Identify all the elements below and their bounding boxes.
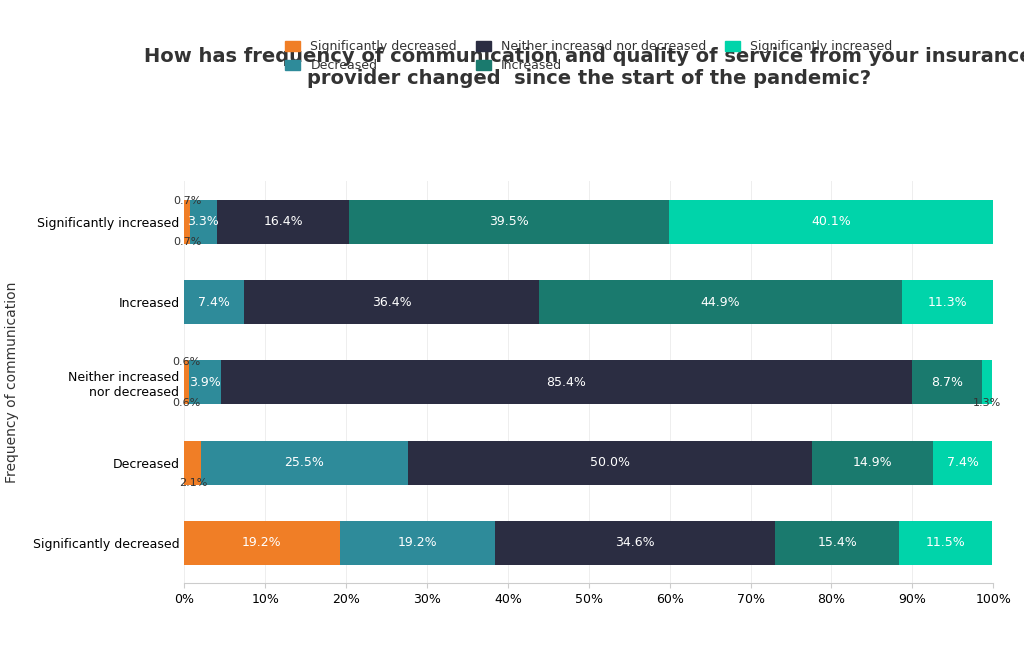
Bar xyxy=(189,360,221,404)
Bar xyxy=(899,521,992,565)
Text: 40.1%: 40.1% xyxy=(811,215,851,228)
Text: 0.7%: 0.7% xyxy=(173,196,202,207)
Bar xyxy=(190,200,217,244)
Text: 0.6%: 0.6% xyxy=(173,398,201,408)
Text: 7.4%: 7.4% xyxy=(199,295,230,308)
Text: 3.9%: 3.9% xyxy=(189,376,221,389)
Text: 11.3%: 11.3% xyxy=(928,295,968,308)
Bar xyxy=(495,521,775,565)
Bar xyxy=(202,441,408,485)
Text: 3.3%: 3.3% xyxy=(187,215,219,228)
Text: 15.4%: 15.4% xyxy=(817,537,857,550)
Bar xyxy=(340,521,495,565)
Text: 1.3%: 1.3% xyxy=(973,398,1001,408)
Legend: Significantly decreased, Decreased, Neither increased nor decreased, Increased, : Significantly decreased, Decreased, Neit… xyxy=(281,35,897,77)
Bar xyxy=(539,280,902,324)
Bar xyxy=(184,280,244,324)
Text: 34.6%: 34.6% xyxy=(615,537,654,550)
Text: 85.4%: 85.4% xyxy=(546,376,586,389)
Text: 50.0%: 50.0% xyxy=(590,456,630,469)
Text: 36.4%: 36.4% xyxy=(372,295,412,308)
Text: 19.2%: 19.2% xyxy=(397,537,437,550)
Bar xyxy=(184,200,190,244)
Text: 14.9%: 14.9% xyxy=(853,456,892,469)
Text: 19.2%: 19.2% xyxy=(242,537,282,550)
Bar xyxy=(184,441,202,485)
Bar xyxy=(669,200,993,244)
Text: 44.9%: 44.9% xyxy=(700,295,740,308)
Text: 0.6%: 0.6% xyxy=(173,357,201,367)
Text: 0.7%: 0.7% xyxy=(173,237,202,247)
Text: 25.5%: 25.5% xyxy=(285,456,325,469)
Text: 8.7%: 8.7% xyxy=(931,376,963,389)
Bar xyxy=(982,360,992,404)
Text: 11.5%: 11.5% xyxy=(926,537,966,550)
Text: 7.4%: 7.4% xyxy=(946,456,979,469)
Bar xyxy=(217,200,349,244)
Bar xyxy=(911,360,982,404)
Bar xyxy=(184,521,340,565)
Title: How has frequency of communication and quality of service from your insurance
pr: How has frequency of communication and q… xyxy=(144,47,1024,88)
Bar xyxy=(933,441,992,485)
Bar xyxy=(349,200,669,244)
Bar xyxy=(902,280,993,324)
Bar xyxy=(184,360,189,404)
Text: 39.5%: 39.5% xyxy=(489,215,529,228)
Bar xyxy=(221,360,911,404)
Bar xyxy=(408,441,812,485)
Bar xyxy=(775,521,899,565)
Text: 2.1%: 2.1% xyxy=(178,478,207,488)
Bar xyxy=(812,441,933,485)
Y-axis label: Frequency of communication: Frequency of communication xyxy=(5,282,19,483)
Bar xyxy=(244,280,539,324)
Text: 16.4%: 16.4% xyxy=(263,215,303,228)
